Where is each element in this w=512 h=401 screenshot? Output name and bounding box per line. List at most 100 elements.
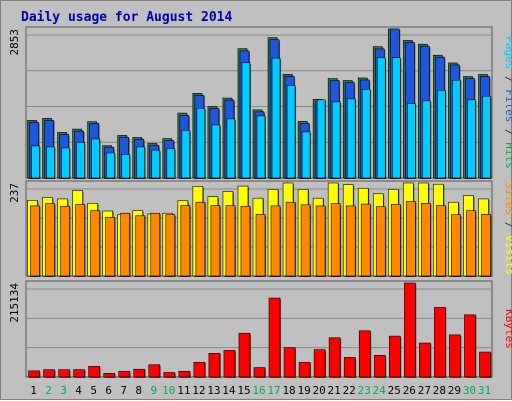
series-label-part: / (503, 69, 512, 89)
bar-sites-day-23 (360, 203, 371, 277)
bar-sites-day-4 (75, 204, 85, 277)
x-tick-label-day-22: 22 (343, 384, 356, 397)
x-tick-label-day-7: 7 (120, 384, 127, 397)
bar-pages-day-22 (346, 98, 356, 179)
bar-sites-day-13 (210, 205, 221, 277)
x-tick-label-day-5: 5 (90, 384, 97, 397)
bar-pages-day-16 (256, 115, 266, 179)
chart-panels: 2853 Pages / Files / Hits 237 Sites / Visit… (8, 26, 512, 378)
x-tick-label-day-29: 29 (448, 384, 461, 397)
bar-pages-day-30 (467, 99, 476, 179)
series-label-part: KBytes (503, 309, 512, 349)
series-label-part: Sites (503, 182, 512, 215)
x-tick-label-day-18: 18 (282, 384, 295, 397)
bar-sites-day-20 (315, 205, 326, 277)
bar-kbytes-day-23 (358, 330, 371, 378)
bar-kbytes-day-3 (58, 369, 70, 378)
bar-kbytes-day-19 (298, 361, 311, 378)
bar-sites-day-14 (225, 205, 236, 277)
bar-sites-day-30 (466, 210, 476, 277)
bar-kbytes-day-27 (419, 342, 431, 378)
bar-kbytes-day-18 (283, 347, 296, 378)
bar-pages-day-4 (76, 142, 85, 179)
bar-sites-day-26 (406, 201, 416, 277)
x-tick-label-day-27: 27 (418, 384, 431, 397)
series-label-bottom: KBytes (503, 309, 512, 349)
x-tick-label-day-16: 16 (252, 384, 265, 397)
bar-kbytes-day-15 (238, 332, 251, 378)
x-tick-label-day-11: 11 (177, 384, 190, 397)
bar-kbytes-day-10 (163, 372, 176, 378)
x-tick-label-day-28: 28 (433, 384, 446, 397)
bar-kbytes-day-4 (73, 369, 85, 378)
x-tick-label-day-31: 31 (478, 384, 491, 397)
bar-pages-day-29 (452, 79, 461, 179)
bar-pages-day-9 (151, 149, 161, 179)
bar-pages-day-19 (301, 131, 311, 179)
x-axis-labels: 1 2 3 4 5 6 7 8 9 10 11 12 13 14 15 16 17 18 19 20 21 22 23 24 2… (30, 384, 491, 397)
bar-kbytes-day-29 (449, 334, 461, 378)
panel-top: 2853 Pages / Files / Hits (8, 26, 512, 180)
series-label-part: Visits (503, 235, 512, 275)
series-label-part: / (503, 122, 512, 142)
series-label-part: Hits (503, 142, 512, 169)
bar-pages-day-24 (376, 57, 386, 179)
bar-kbytes-day-12 (193, 361, 206, 378)
bar-sites-day-29 (451, 214, 461, 277)
bar-kbytes-day-16 (253, 367, 266, 378)
bar-sites-day-6 (105, 216, 115, 277)
x-tick-label-day-9: 9 (150, 384, 157, 397)
bar-kbytes-day-30 (464, 314, 476, 378)
bar-pages-day-28 (437, 89, 446, 179)
x-tick-label-day-6: 6 (105, 384, 112, 397)
x-tick-label-day-4: 4 (75, 384, 82, 397)
bar-pages-day-11 (181, 130, 191, 179)
bar-pages-day-6 (106, 152, 115, 179)
scale-label-middle: 237 (8, 183, 21, 203)
bar-pages-day-10 (166, 148, 176, 179)
bar-sites-day-27 (421, 203, 431, 277)
bar-sites-day-7 (120, 212, 131, 277)
bar-sites-day-22 (345, 205, 356, 277)
x-tick-label-day-10: 10 (162, 384, 175, 397)
bar-kbytes-day-11 (178, 370, 191, 378)
bar-pages-day-27 (422, 100, 431, 179)
bar-pages-day-14 (226, 118, 236, 179)
x-tick-label-day-21: 21 (328, 384, 341, 397)
series-label-part: / (503, 215, 512, 235)
bar-sites-day-31 (481, 214, 491, 277)
bar-sites-day-18 (285, 201, 296, 277)
bar-kbytes-day-26 (404, 282, 416, 378)
x-tick-label-day-12: 12 (192, 384, 205, 397)
series-label-middle: Sites / Visits (503, 182, 512, 275)
bar-kbytes-day-7 (118, 370, 131, 378)
bar-kbytes-day-24 (373, 355, 386, 378)
series-label-top: Pages / Files / Hits (503, 36, 512, 169)
bar-kbytes-day-21 (328, 337, 341, 378)
x-tick-label-day-17: 17 (267, 384, 280, 397)
bar-pages-day-15 (241, 62, 251, 179)
x-tick-label-day-15: 15 (237, 384, 250, 397)
x-tick-label-day-20: 20 (313, 384, 326, 397)
bar-pages-day-3 (61, 147, 70, 179)
bar-pages-day-5 (91, 138, 100, 179)
bar-sites-day-2 (45, 203, 55, 277)
bar-kbytes-day-8 (133, 368, 146, 378)
bar-kbytes-day-5 (88, 366, 100, 378)
bar-pages-day-12 (196, 108, 206, 179)
bar-pages-day-21 (331, 101, 341, 179)
x-tick-label-day-13: 13 (207, 384, 220, 397)
bar-sites-day-15 (240, 205, 251, 277)
panel-bottom: 215134 KBytes (8, 280, 512, 378)
bar-sites-day-10 (165, 214, 176, 277)
x-tick-label-day-30: 30 (463, 384, 476, 397)
bar-sites-day-11 (180, 205, 191, 277)
bar-kbytes-day-13 (208, 352, 221, 378)
bar-sites-day-17 (270, 205, 281, 277)
bar-sites-day-19 (300, 204, 311, 277)
bar-pages-day-13 (211, 124, 221, 179)
bar-sites-day-5 (90, 210, 100, 277)
bar-sites-day-12 (195, 201, 206, 277)
